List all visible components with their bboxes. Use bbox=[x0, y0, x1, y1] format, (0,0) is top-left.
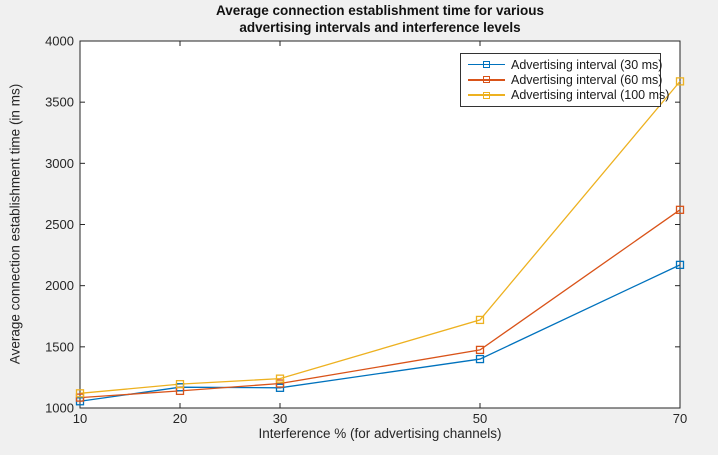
series-marker-2 bbox=[675, 77, 685, 86]
legend-label: Advertising interval (30 ms) bbox=[511, 57, 663, 72]
y-tick-label: 3500 bbox=[45, 95, 74, 110]
series-line-2 bbox=[79, 80, 681, 394]
series-marker-2 bbox=[275, 374, 285, 383]
legend-item-100ms: Advertising interval (100 ms) bbox=[461, 88, 669, 103]
chart-title-line2: advertising intervals and interference l… bbox=[239, 20, 521, 35]
series-marker-1 bbox=[275, 379, 285, 388]
legend-item-60ms: Advertising interval (60 ms) bbox=[461, 72, 663, 87]
series-line-1 bbox=[79, 209, 681, 399]
y-tick-label: 2500 bbox=[45, 217, 74, 232]
series-marker-0 bbox=[675, 260, 685, 270]
series-marker-2 bbox=[475, 315, 485, 325]
series-marker-1 bbox=[675, 205, 685, 214]
series-line-0 bbox=[79, 264, 681, 402]
series-marker-2 bbox=[175, 379, 185, 389]
legend-item-30ms: Advertising interval (30 ms) bbox=[461, 57, 663, 72]
x-tick-label: 70 bbox=[673, 411, 687, 426]
legend-label: Advertising interval (100 ms) bbox=[511, 88, 670, 103]
series-marker-0 bbox=[275, 383, 285, 392]
legend-line-icon bbox=[468, 94, 505, 96]
x-axis-label: Interference % (for advertising channels… bbox=[258, 426, 502, 441]
legend-swatch-blue bbox=[468, 60, 505, 69]
y-tick-label: 1000 bbox=[45, 401, 74, 416]
legend: Advertising interval (30 ms) Advertising… bbox=[460, 53, 669, 107]
series-marker-1 bbox=[75, 393, 85, 402]
x-tick-label: 30 bbox=[273, 411, 287, 426]
legend-line-icon bbox=[468, 79, 505, 81]
y-tick-label: 1500 bbox=[45, 339, 74, 354]
x-tick-label: 20 bbox=[173, 411, 187, 426]
legend-square-marker-icon bbox=[483, 61, 490, 69]
x-tick-label: 50 bbox=[473, 411, 487, 426]
legend-swatch-yellow bbox=[468, 91, 505, 100]
y-tick-label: 4000 bbox=[45, 34, 74, 49]
y-axis-label: Average connection establishment time (i… bbox=[7, 83, 23, 365]
x-tick-label: 10 bbox=[73, 411, 87, 426]
legend-label: Advertising interval (60 ms) bbox=[511, 72, 663, 87]
y-tick-label: 2000 bbox=[45, 278, 74, 293]
legend-swatch-orange bbox=[468, 75, 505, 84]
chart-title-line1: Average connection establishment time fo… bbox=[215, 3, 545, 18]
legend-square-marker-icon bbox=[483, 91, 490, 99]
series-marker-0 bbox=[475, 354, 485, 364]
legend-line-icon bbox=[468, 63, 505, 66]
series-marker-1 bbox=[475, 345, 485, 355]
legend-square-marker-icon bbox=[483, 76, 490, 84]
series-marker-2 bbox=[75, 389, 85, 398]
chart-title: Average connection establishment time fo… bbox=[80, 2, 680, 36]
y-tick-label: 3000 bbox=[45, 156, 74, 171]
